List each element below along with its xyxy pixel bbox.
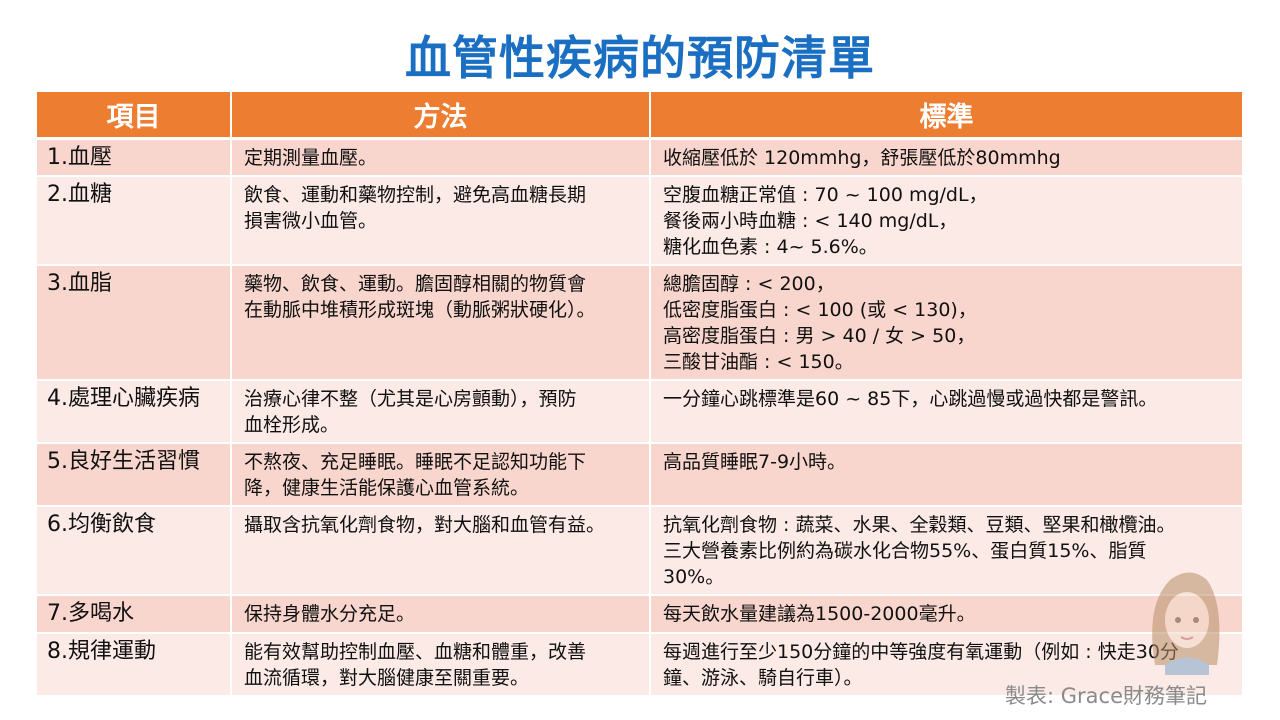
standard-line: 餐後兩小時血糖 : < 140 mg/dL，	[663, 210, 958, 232]
standard-line: 鐘、游泳、騎自行車）。	[663, 667, 863, 689]
standard-line: 三大營養素比例約為碳水化合物55%、蛋白質15%、脂質	[663, 540, 1147, 562]
method-line: 血流循環，對大腦健康至關重要。	[244, 667, 530, 689]
header-item: 項目	[37, 92, 232, 140]
standard-line: 每天飲水量建議為1500-2000毫升。	[663, 603, 976, 625]
standard-cell: 總膽固醇 : < 200， 低密度脂蛋白 : < 100 (或 < 130)， 高密…	[650, 265, 1244, 381]
item-cell: 7.多喝水	[37, 595, 232, 634]
method-cell: 不熬夜、充足睡眠。睡眠不足認知功能下 降，健康生活能保護心血管系統。	[231, 443, 651, 507]
prevention-table: 項目 方法 標準 1.血壓 定期測量血壓。 收縮壓低於 120mmhg，舒張壓低於8…	[37, 92, 1244, 697]
standard-line: 低密度脂蛋白 : < 100 (或 < 130)，	[663, 299, 977, 321]
item-cell: 1.血壓	[37, 138, 232, 177]
item-cell: 5.良好生活習慣	[37, 443, 232, 507]
method-cell: 治療心律不整（尤其是心房顫動），預防 血栓形成。	[231, 380, 651, 444]
standard-cell: 每天飲水量建議為1500-2000毫升。	[650, 595, 1244, 634]
standard-line: 30%。	[663, 566, 725, 588]
table-row: 3.血脂 藥物、飲食、運動。膽固醇相關的物質會 在動脈中堆積形成斑塊（動脈粥狀硬化）…	[37, 265, 1244, 381]
standard-cell: 抗氧化劑食物 : 蔬菜、水果、全穀類、豆類、堅果和橄欖油。 三大營養素比例約為碳水…	[650, 506, 1244, 596]
item-cell: 4.處理心臟疾病	[37, 380, 232, 444]
standard-line: 總膽固醇 : < 200，	[663, 273, 835, 295]
page-title: 血管性疾病的預防清單	[405, 31, 875, 85]
method-line: 藥物、飲食、運動。膽固醇相關的物質會	[244, 273, 587, 295]
method-line: 降，健康生活能保護心血管系統。	[244, 477, 530, 499]
method-cell: 定期測量血壓。	[231, 138, 651, 177]
method-cell: 藥物、飲食、運動。膽固醇相關的物質會 在動脈中堆積形成斑塊（動脈粥狀硬化）。	[231, 265, 651, 381]
item-cell: 2.血糖	[37, 176, 232, 266]
standard-line: 收縮壓低於 120mmhg，舒張壓低於80mmhg	[663, 147, 1061, 169]
method-line: 定期測量血壓。	[244, 147, 378, 169]
standard-cell: 空腹血糖正常值 : 70 ~ 100 mg/dL， 餐後兩小時血糖 : < 140…	[650, 176, 1244, 266]
method-line: 飲食、運動和藥物控制，避免高血糖長期	[244, 184, 587, 206]
standard-line: 三酸甘油酯 : < 150。	[663, 351, 854, 373]
method-line: 血栓形成。	[244, 414, 340, 436]
table-row: 6.均衡飲食 攝取含抗氧化劑食物，對大腦和血管有益。 抗氧化劑食物 : 蔬菜、水果、…	[37, 506, 1244, 596]
method-line: 不熬夜、充足睡眠。睡眠不足認知功能下	[244, 451, 587, 473]
standard-cell: 每週進行至少150分鐘的中等強度有氧運動（例如 : 快走30分 鐘、游泳、騎自行車…	[650, 633, 1244, 697]
method-line: 能有效幫助控制血壓、血糖和體重，改善	[244, 641, 587, 663]
method-line: 在動脈中堆積形成斑塊（動脈粥狀硬化）。	[244, 299, 596, 321]
table-row: 5.良好生活習慣 不熬夜、充足睡眠。睡眠不足認知功能下 降，健康生活能保護心血管系統…	[37, 443, 1244, 507]
standard-line: 一分鐘心跳標準是60 ~ 85下，心跳過慢或過快都是警訊。	[663, 388, 1158, 410]
table-row: 8.規律運動 能有效幫助控制血壓、血糖和體重，改善 血流循環，對大腦健康至關重要。每…	[37, 633, 1244, 697]
table-row: 2.血糖 飲食、運動和藥物控制，避免高血糖長期 損害微小血管。 空腹血糖正常值 : 7…	[37, 176, 1244, 266]
method-cell: 飲食、運動和藥物控制，避免高血糖長期 損害微小血管。	[231, 176, 651, 266]
standard-line: 高密度脂蛋白 : 男 > 40 / 女 > 50，	[663, 325, 976, 347]
standard-line: 每週進行至少150分鐘的中等強度有氧運動（例如 : 快走30分	[663, 641, 1179, 663]
table-row: 1.血壓 定期測量血壓。 收縮壓低於 120mmhg，舒張壓低於80mmhg	[37, 138, 1244, 177]
item-cell: 8.規律運動	[37, 633, 232, 697]
method-line: 保持身體水分充足。	[244, 603, 416, 625]
method-cell: 攝取含抗氧化劑食物，對大腦和血管有益。	[231, 506, 651, 596]
standard-line: 空腹血糖正常值 : 70 ~ 100 mg/dL，	[663, 184, 988, 206]
method-cell: 能有效幫助控制血壓、血糖和體重，改善 血流循環，對大腦健康至關重要。	[231, 633, 651, 697]
header-standard: 標準	[650, 92, 1244, 140]
header-method: 方法	[231, 92, 651, 140]
standard-line: 高品質睡眠7-9小時。	[663, 451, 847, 473]
header-row: 項目 方法 標準	[37, 92, 1244, 140]
standard-cell: 收縮壓低於 120mmhg，舒張壓低於80mmhg	[650, 138, 1244, 177]
credit-text: 製表: Grace財務筆記	[1005, 684, 1207, 708]
item-cell: 3.血脂	[37, 265, 232, 381]
method-line: 治療心律不整（尤其是心房顫動），預防	[244, 388, 577, 410]
method-cell: 保持身體水分充足。	[231, 595, 651, 634]
item-cell: 6.均衡飲食	[37, 506, 232, 596]
standard-line: 糖化血色素 : 4~ 5.6%。	[663, 236, 878, 258]
standard-cell: 高品質睡眠7-9小時。	[650, 443, 1244, 507]
table-row: 7.多喝水 保持身體水分充足。 每天飲水量建議為1500-2000毫升。	[37, 595, 1244, 634]
method-line: 損害微小血管。	[244, 210, 378, 232]
table-row: 4.處理心臟疾病 治療心律不整（尤其是心房顫動），預防 血栓形成。 一分鐘心跳標準是6…	[37, 380, 1244, 444]
method-line: 攝取含抗氧化劑食物，對大腦和血管有益。	[244, 514, 606, 536]
standard-line: 抗氧化劑食物 : 蔬菜、水果、全穀類、豆類、堅果和橄欖油。	[663, 514, 1176, 536]
author-avatar	[1152, 572, 1220, 675]
standard-cell: 一分鐘心跳標準是60 ~ 85下，心跳過慢或過快都是警訊。	[650, 380, 1244, 444]
